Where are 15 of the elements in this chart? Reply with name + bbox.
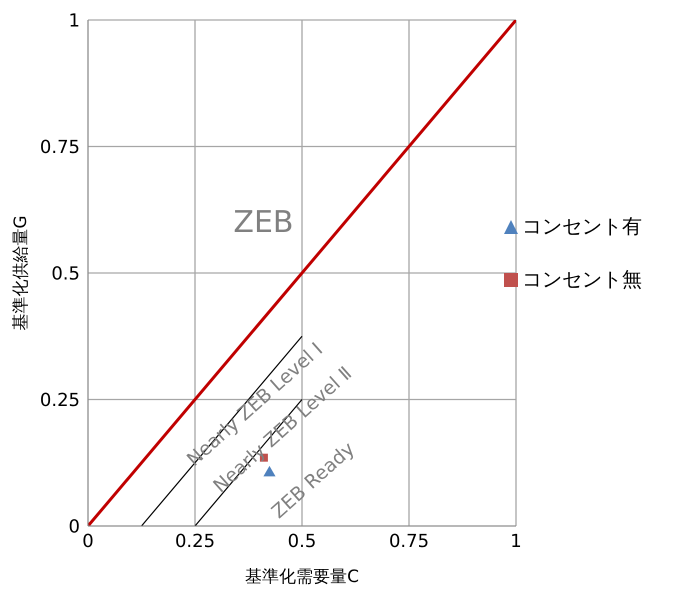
- x-tick-label: 0.5: [288, 530, 316, 552]
- y-tick-label: 1: [68, 10, 80, 32]
- x-axis-title: 基準化需要量C: [245, 567, 359, 587]
- y-tick-label: 0.75: [40, 136, 80, 158]
- y-tick-label: 0.25: [40, 390, 80, 411]
- y-tick-label: 0.5: [51, 263, 80, 284]
- x-tick-label: 0.75: [388, 530, 430, 552]
- x-tick-label: 1: [510, 530, 522, 552]
- x-tick-label: 0: [82, 530, 94, 552]
- annotation: ZEB: [233, 204, 294, 240]
- y-tick-label: 0: [68, 516, 80, 538]
- x-tick-label: 0.25: [174, 530, 216, 552]
- legend-label: コンセント無: [522, 266, 642, 293]
- legend-label: コンセント有: [522, 213, 642, 240]
- y-axis-title: 基準化供給量G: [11, 215, 32, 331]
